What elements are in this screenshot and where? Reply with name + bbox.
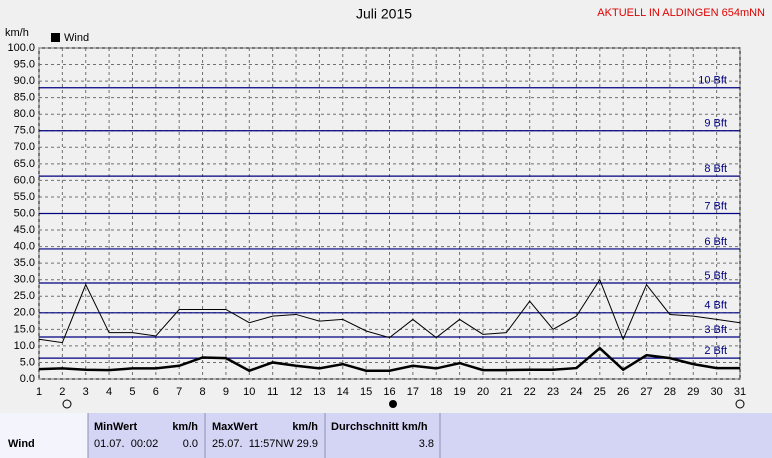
row-header-bg (0, 413, 88, 458)
x-tick-label: 12 (290, 386, 302, 398)
legend-label: Wind (64, 32, 89, 44)
x-tick-label: 20 (477, 386, 489, 398)
y-tick-label: 65.0 (14, 158, 35, 170)
table-cell: 25.07. 11:57NW (212, 438, 294, 450)
x-tick-label: 25 (594, 386, 606, 398)
beaufort-label: 3 Bft (704, 324, 727, 336)
table-header: km/h (292, 421, 318, 433)
x-tick-label: 27 (640, 386, 652, 398)
y-tick-label: 25.0 (14, 290, 35, 302)
icon (735, 399, 745, 409)
y-tick-label: 30.0 (14, 274, 35, 286)
x-tick-label: 10 (243, 386, 255, 398)
y-tick-label: 40.0 (14, 241, 35, 253)
y-tick-label: 5.0 (20, 356, 35, 368)
y-tick-label: 10.0 (14, 340, 35, 352)
x-tick-label: 29 (687, 386, 699, 398)
x-tick-label: 28 (664, 386, 676, 398)
beaufort-label: 5 Bft (704, 270, 727, 282)
x-tick-label: 21 (500, 386, 512, 398)
y-tick-label: 85.0 (14, 92, 35, 104)
chart-title: Juli 2015 (356, 6, 412, 22)
x-tick-label: 19 (453, 386, 465, 398)
table-header: km/h (172, 421, 198, 433)
y-tick-label: 75.0 (14, 125, 35, 137)
y-tick-label: 100.0 (7, 42, 35, 54)
x-tick-label: 1 (36, 386, 42, 398)
y-tick-label: 90.0 (14, 75, 35, 87)
y-tick-label: 70.0 (14, 141, 35, 153)
x-tick-label: 7 (176, 386, 182, 398)
x-tick-label: 22 (524, 386, 536, 398)
data-line (38, 278, 741, 344)
y-tick-label: 0.0 (20, 373, 35, 385)
y-tick-label: 35.0 (14, 257, 35, 269)
beaufort-label: 7 Bft (704, 200, 727, 212)
x-tick-label: 14 (337, 386, 349, 398)
x-tick-label: 31 (734, 386, 746, 398)
x-tick-label: 23 (547, 386, 559, 398)
y-tick-label: 50.0 (14, 207, 35, 219)
beaufort-label: 9 Bft (704, 118, 727, 130)
beaufort-label: 2 Bft (704, 345, 727, 357)
x-tick-label: 11 (267, 386, 278, 398)
beaufort-label: 4 Bft (704, 300, 727, 312)
x-tick-label: 18 (430, 386, 442, 398)
beaufort-label: 6 Bft (704, 236, 727, 248)
y-axis-label: km/h (5, 27, 29, 39)
y-tick-label: 60.0 (14, 174, 35, 186)
x-tick-label: 30 (711, 386, 723, 398)
x-tick-label: 5 (129, 386, 135, 398)
y-tick-label: 45.0 (14, 224, 35, 236)
x-tick-label: 3 (83, 386, 89, 398)
x-tick-label: 8 (200, 386, 206, 398)
beaufort-label: 8 Bft (704, 163, 727, 175)
data-line (38, 346, 740, 373)
x-tick-label: 15 (360, 386, 372, 398)
table-cell: 0.0 (183, 438, 198, 450)
beaufort-label: 10 Bft (698, 75, 727, 87)
x-tick-label: 9 (223, 386, 229, 398)
legend-swatch (51, 33, 60, 42)
table-header: MaxWert (212, 421, 258, 433)
x-tick-label: 24 (570, 386, 582, 398)
icon (62, 399, 72, 409)
table-cell: 3.8 (419, 438, 434, 450)
x-tick-label: 4 (106, 386, 112, 398)
x-tick-label: 16 (383, 386, 395, 398)
table-cell: Wind (8, 438, 35, 450)
table-cell: 29.9 (297, 438, 318, 450)
x-tick-label: 13 (313, 386, 325, 398)
y-tick-label: 80.0 (14, 108, 35, 120)
x-tick-label: 17 (407, 386, 419, 398)
table-header: Durchschnitt km/h (331, 421, 428, 433)
y-tick-label: 15.0 (14, 323, 35, 335)
table-bg (0, 413, 772, 458)
y-tick-label: 95.0 (14, 58, 35, 70)
icon (389, 400, 397, 408)
table-cell: 01.07. 00:02 (94, 438, 158, 450)
x-tick-label: 2 (59, 386, 65, 398)
x-tick-label: 6 (153, 386, 159, 398)
y-tick-label: 20.0 (14, 307, 35, 319)
station-label: AKTUELL IN ALDINGEN 654mNN (597, 7, 765, 19)
y-tick-label: 55.0 (14, 191, 35, 203)
x-tick-label: 26 (617, 386, 629, 398)
table-header: MinWert (94, 421, 138, 433)
